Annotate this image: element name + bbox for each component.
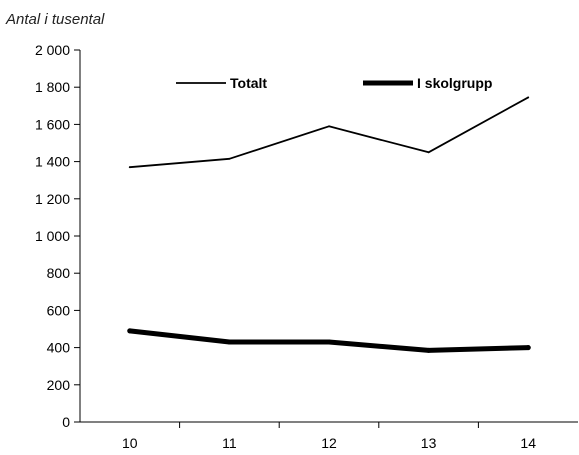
data-point-totalt [328,125,330,128]
y-tick-label: 800 [47,265,71,281]
legend-label-totalt: Totalt [230,75,267,91]
x-tick-label: 14 [520,435,536,451]
x-tick-label: 13 [421,435,437,451]
legend: Totalt I skolgrupp [176,75,492,91]
unit-label: Antal i tusental [5,11,105,28]
x-tick-label: 11 [222,435,237,451]
y-tick-label: 200 [47,377,71,393]
y-tick-label: 1 800 [35,79,70,95]
data-point-totalt [427,151,430,154]
y-tick-label: 1 400 [35,154,70,170]
data-point-totalt [228,157,231,160]
y-tick-label: 1 000 [35,228,70,244]
data-point-i-skolgrupp [326,339,332,345]
data-point-totalt [527,96,530,99]
data-point-i-skolgrupp [525,345,531,351]
y-axis: 0 200 400 600 800 1 000 1 200 1 400 1 600 1 800 2 … [35,42,81,430]
x-tick-label: 12 [321,435,337,451]
x-tick-label: 10 [122,435,138,451]
legend-label-i-skolgrupp: I skolgrupp [417,75,492,91]
data-point-totalt [128,166,131,169]
y-tick-label: 600 [47,302,71,318]
y-tick-label: 1 200 [35,191,70,207]
series-line-totalt [128,96,530,169]
data-point-i-skolgrupp [426,347,432,353]
y-tick-label: 1 600 [35,116,70,132]
data-point-i-skolgrupp [226,339,232,345]
series-lines [127,96,531,353]
data-point-i-skolgrupp [127,328,133,334]
y-tick-label: 400 [47,340,71,356]
x-axis: 10 11 12 13 14 [80,421,578,451]
y-tick-label: 0 [62,414,70,430]
y-tick-label: 2 000 [35,42,70,58]
